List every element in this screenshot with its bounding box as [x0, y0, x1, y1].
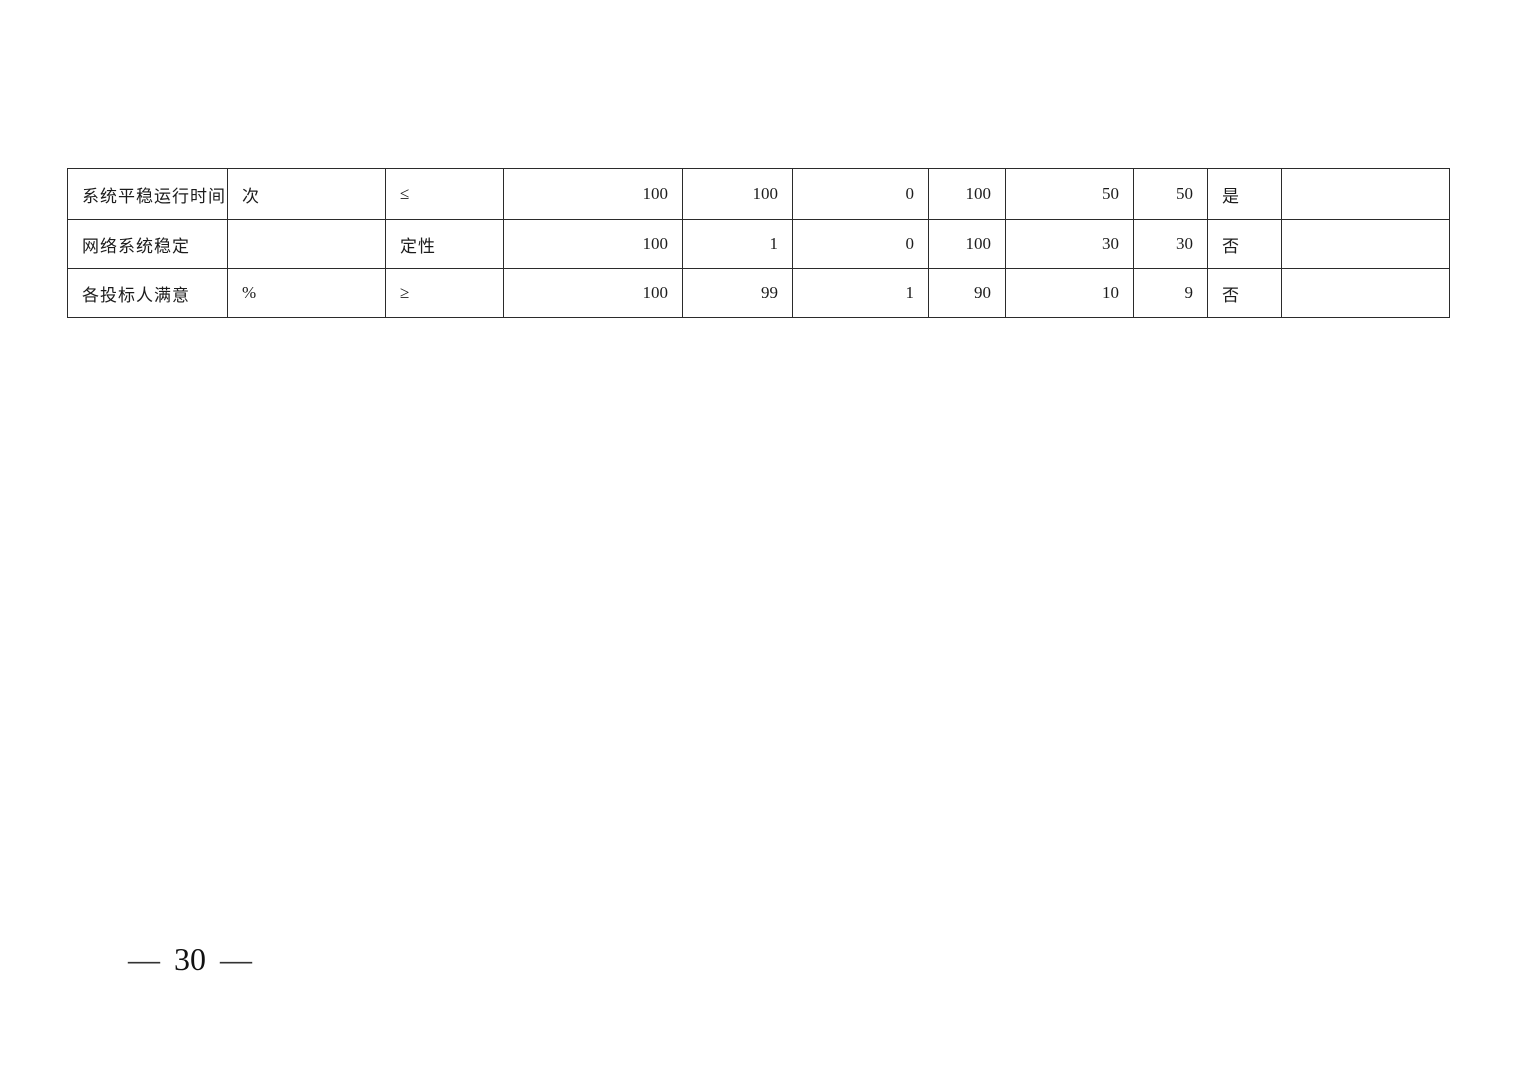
- cell-value: 0: [792, 168, 929, 220]
- cell-comparator: ≤: [385, 168, 504, 220]
- cell-value: 100: [682, 168, 793, 220]
- table-row: 系统平稳运行时间 次 ≤ 100 100 0 100 50 50 是: [67, 168, 1450, 220]
- cell-note: [1281, 219, 1450, 269]
- cell-value: 0: [792, 219, 929, 269]
- table-row: 网络系统稳定 定性 100 1 0 100 30 30 否: [67, 219, 1450, 269]
- cell-unit: %: [227, 268, 386, 318]
- cell-value: 90: [928, 268, 1006, 318]
- footer-right-dash: —: [220, 941, 252, 977]
- cell-value: 30: [1005, 219, 1134, 269]
- page-number: 30: [174, 941, 206, 977]
- cell-flag: 否: [1207, 268, 1282, 318]
- cell-value: 10: [1005, 268, 1134, 318]
- cell-unit: [227, 219, 386, 269]
- cell-comparator: ≥: [385, 268, 504, 318]
- cell-value: 30: [1133, 219, 1208, 269]
- cell-value: 100: [503, 268, 683, 318]
- cell-unit: 次: [227, 168, 386, 220]
- indicator-table: 系统平稳运行时间 次 ≤ 100 100 0 100 50 50 是 网络系统稳…: [67, 168, 1450, 318]
- cell-indicator-name: 各投标人满意: [67, 268, 228, 318]
- table-row: 各投标人满意 % ≥ 100 99 1 90 10 9 否: [67, 268, 1450, 318]
- cell-indicator-name: 网络系统稳定: [67, 219, 228, 269]
- cell-value: 100: [503, 168, 683, 220]
- page-footer: — 30 —: [128, 941, 252, 978]
- cell-note: [1281, 268, 1450, 318]
- cell-indicator-name: 系统平稳运行时间: [67, 168, 228, 220]
- cell-note: [1281, 168, 1450, 220]
- cell-flag: 是: [1207, 168, 1282, 220]
- cell-value: 100: [928, 219, 1006, 269]
- cell-value: 100: [928, 168, 1006, 220]
- cell-value: 100: [503, 219, 683, 269]
- cell-value: 99: [682, 268, 793, 318]
- footer-left-dash: —: [128, 941, 160, 977]
- cell-value: 9: [1133, 268, 1208, 318]
- cell-comparator: 定性: [385, 219, 504, 269]
- cell-value: 50: [1133, 168, 1208, 220]
- cell-value: 1: [792, 268, 929, 318]
- cell-value: 1: [682, 219, 793, 269]
- cell-value: 50: [1005, 168, 1134, 220]
- cell-flag: 否: [1207, 219, 1282, 269]
